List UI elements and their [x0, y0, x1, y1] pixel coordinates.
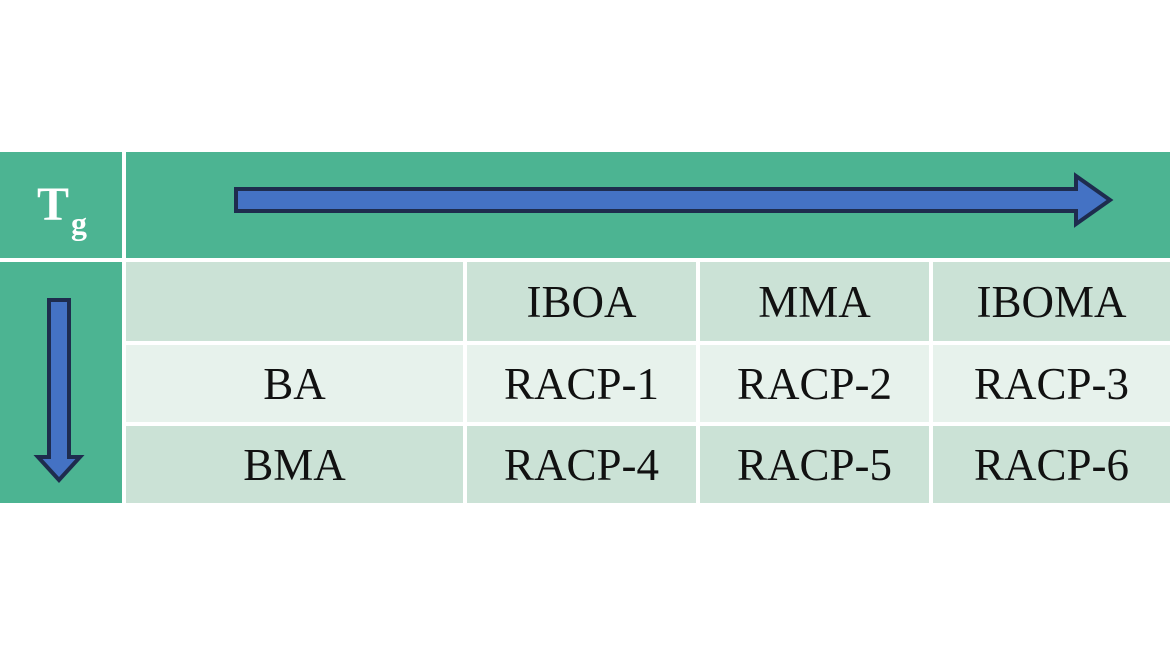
table-header-iboa: IBOA — [467, 262, 696, 341]
down-arrow-icon — [33, 298, 85, 483]
cell-racp-2: RACP-2 — [700, 345, 929, 422]
row-label-ba: BA — [126, 345, 463, 422]
tg-subscript: g — [71, 205, 87, 241]
table-header-mma: MMA — [700, 262, 929, 341]
sample-table: IBOA MMA IBOMA BA RACP-1 RACP-2 RACP-3 B… — [126, 262, 1170, 503]
cell-racp-1: RACP-1 — [467, 345, 696, 422]
table-body-band: IBOA MMA IBOMA BA RACP-1 RACP-2 RACP-3 B… — [0, 262, 1170, 503]
row-label-bma: BMA — [126, 426, 463, 503]
right-arrow-icon — [234, 172, 1114, 228]
cell-racp-5: RACP-5 — [700, 426, 929, 503]
cell-racp-3: RACP-3 — [933, 345, 1170, 422]
tg-vertical-arrow-column — [0, 262, 122, 503]
cell-racp-6: RACP-6 — [933, 426, 1170, 503]
tg-horizontal-arrow-band — [126, 152, 1170, 258]
tg-symbol: T — [36, 178, 69, 231]
table-header-iboma: IBOMA — [933, 262, 1170, 341]
table-header-empty-cell — [126, 262, 463, 341]
cell-racp-4: RACP-4 — [467, 426, 696, 503]
